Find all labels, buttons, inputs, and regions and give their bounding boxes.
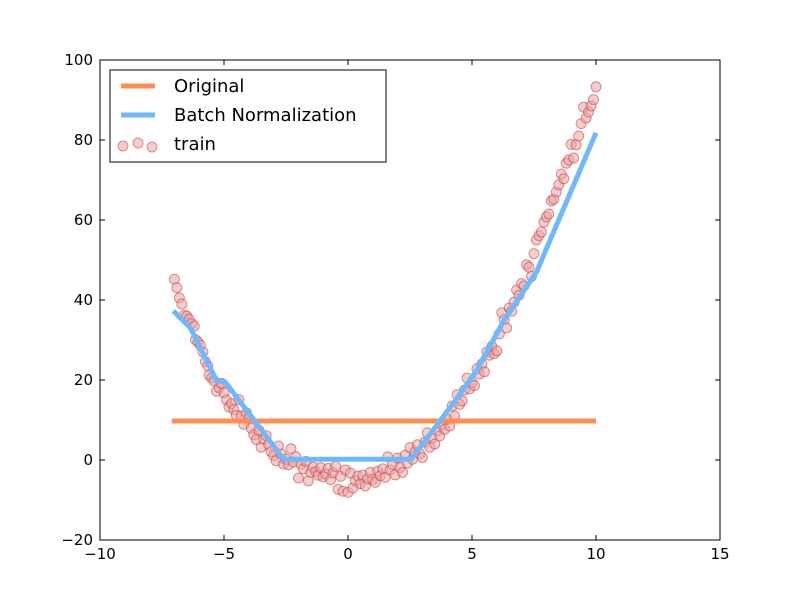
- lines: [171, 131, 599, 462]
- y-tick-label: 40: [74, 291, 93, 309]
- y-tick-label: 0: [83, 451, 93, 469]
- y-tick-label: 60: [74, 211, 93, 229]
- y-tick-label: 100: [64, 51, 93, 69]
- y-axis: −20 0 20 40 60 80 100: [61, 51, 720, 549]
- train-point: [528, 248, 540, 260]
- train-point: [171, 282, 183, 294]
- legend-train-marker: [146, 141, 158, 153]
- legend: Original Batch Normalization train: [109, 69, 387, 163]
- batch-normalization-line: [171, 131, 599, 462]
- x-tick-label: −10: [84, 545, 116, 563]
- train-point: [535, 226, 547, 238]
- legend-label-original: Original: [174, 76, 244, 97]
- train-point: [568, 152, 580, 164]
- y-tick-label: 80: [74, 131, 93, 149]
- train-point: [176, 298, 188, 310]
- x-tick-label: 15: [710, 545, 729, 563]
- x-axis: −10 −5 0 5 10 15: [84, 60, 730, 563]
- x-tick-label: 5: [467, 545, 477, 563]
- x-tick-label: 10: [586, 545, 605, 563]
- y-tick-label: −20: [61, 531, 93, 549]
- train-point: [397, 466, 409, 478]
- train-point: [468, 380, 480, 392]
- legend-swatch-train: [117, 137, 158, 153]
- train-point: [292, 472, 304, 484]
- train-point: [590, 81, 602, 93]
- legend-train-marker: [117, 140, 129, 152]
- legend-train-marker: [132, 137, 144, 149]
- train-point: [573, 130, 585, 142]
- y-tick-label: 20: [74, 371, 93, 389]
- train-point: [429, 438, 441, 450]
- legend-label-train: train: [174, 134, 216, 155]
- train-point: [285, 443, 297, 455]
- train-point: [491, 345, 503, 357]
- train-point: [588, 94, 600, 106]
- x-tick-label: 0: [343, 545, 353, 563]
- train-point: [416, 452, 428, 464]
- train-point: [543, 208, 555, 220]
- x-tick-label: −5: [213, 545, 235, 563]
- legend-label-batch-normalization: Batch Normalization: [174, 105, 357, 126]
- train-point: [523, 261, 535, 273]
- train-point: [558, 173, 570, 185]
- train-point: [330, 460, 342, 472]
- train-point: [478, 366, 490, 378]
